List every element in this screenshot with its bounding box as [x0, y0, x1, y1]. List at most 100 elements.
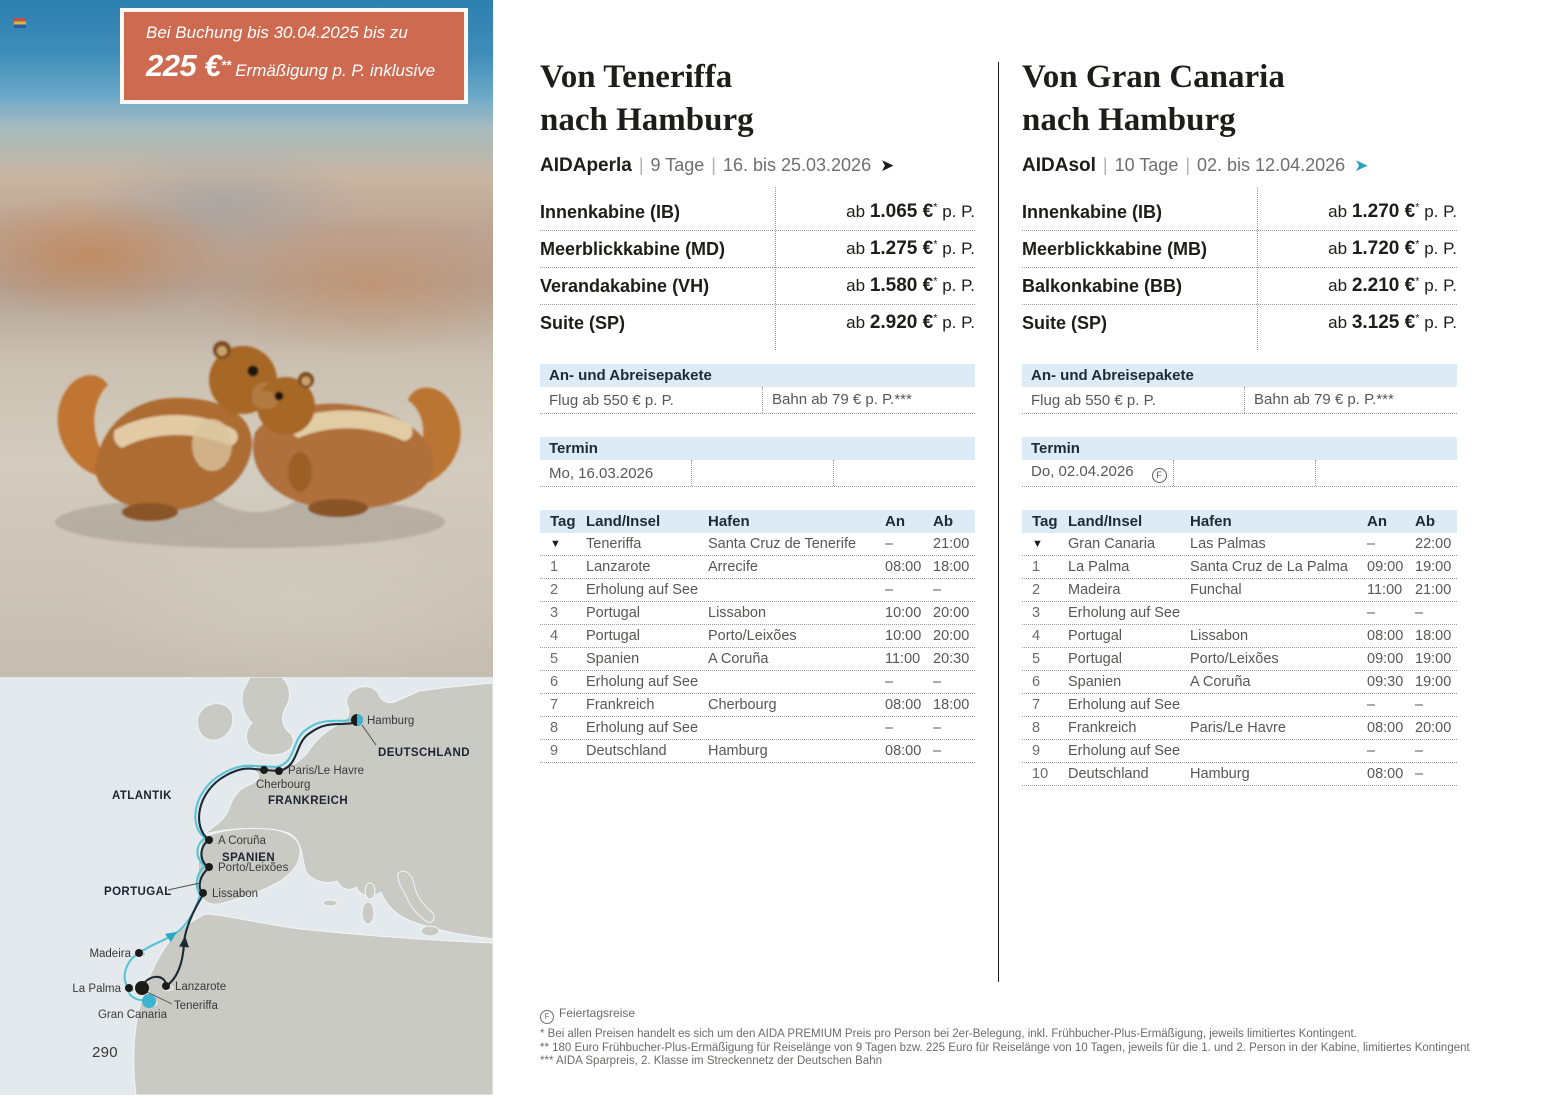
map-label-atlantik: ATLANTIK — [112, 790, 172, 802]
holiday-icon: F — [540, 1010, 554, 1024]
map-landmasses — [126, 676, 494, 1096]
port-dot-teneriffa — [135, 981, 149, 995]
map-label-gran-canaria: Gran Canaria — [98, 1009, 168, 1021]
promo-badge: Bei Buchung bis 30.04.2025 bis zu 225 €*… — [120, 8, 468, 104]
map-label-spanien: SPANIEN — [222, 852, 275, 864]
footnote-star3: *** AIDA Sparpreis, 2. Klasse im Strecke… — [540, 1055, 882, 1067]
connector-teneriffa — [146, 991, 173, 1005]
route-arrowhead-dark — [179, 936, 189, 948]
itinerary-row: 7 Erholung auf See – – — [1022, 694, 1457, 717]
itinerary-row: 1 La Palma Santa Cruz de La Palma 09:00 19:0… — [1022, 556, 1457, 579]
price-row: Suite (SP) ab 2.920 €* p. P. — [540, 304, 975, 341]
cruise-subtitle: AIDAsol | 10 Tage | 02. bis 12.04.2026 ➤ — [1022, 155, 1369, 176]
port-dot-cherbourg — [260, 766, 268, 774]
termin-date: Mo, 16.03.2026 — [549, 464, 654, 482]
map-label-lissabon: Lissabon — [212, 888, 258, 900]
route-line-aidaperla — [140, 719, 360, 990]
column-divider — [998, 62, 999, 982]
itinerary-row: 2 Madeira Funchal 11:00 21:00 — [1022, 579, 1457, 602]
page-number: 290 — [92, 1044, 118, 1061]
packages-row: Flug ab 550 € p. P. Bahn ab 79 € p. P.**… — [1022, 387, 1457, 414]
price-row: Innenkabine (IB) ab 1.270 €* p. P. — [1022, 201, 1457, 222]
route-arrowhead-teal — [165, 931, 178, 943]
itinerary-row: 7 Frankreich Cherbourg 08:00 18:00 — [540, 694, 975, 717]
itinerary-row: 6 Erholung auf See – – — [540, 671, 975, 694]
itinerary-table: Tag Land/Insel Hafen An Ab ▼ Gran Canaria Las … — [1022, 510, 1457, 786]
itinerary-row: 8 Erholung auf See – – — [540, 717, 975, 740]
itinerary-row: 2 Erholung auf See – – — [540, 579, 975, 602]
price-row: Verandakabine (VH) ab 1.580 €* p. P. — [540, 267, 975, 304]
map-label-paris-le-havre: Paris/Le Havre — [288, 765, 364, 777]
port-dot-lissabon — [199, 889, 207, 897]
port-dot-a-coruna — [205, 836, 213, 844]
port-dot-le-havre — [275, 767, 283, 775]
termin-header: Termin — [540, 437, 975, 460]
footnotes: * Bei allen Preisen handelt es sich um d… — [540, 1028, 1470, 1069]
footnote-star2: ** 180 Euro Frühbucher-Plus-Ermäßigung f… — [540, 1041, 1470, 1054]
price-row: Meerblickkabine (MD) ab 1.275 €* p. P. — [540, 230, 975, 267]
port-dot-lanzarote — [162, 982, 170, 990]
termin-row: Mo, 16.03.2026 — [540, 460, 975, 487]
termin-empty-cell — [691, 460, 833, 486]
price-table-divider — [774, 187, 776, 350]
map-label-madeira: Madeira — [89, 948, 131, 960]
termin-empty-cell — [1315, 460, 1457, 486]
itinerary-row: 5 Portugal Porto/Leixões 09:00 19:00 — [1022, 648, 1457, 671]
holiday-icon: F — [1151, 468, 1167, 483]
itinerary-body: ▼ Teneriffa Santa Cruz de Tenerife –21:00 1 L… — [540, 533, 975, 763]
port-dot-hamburg-teal-half — [357, 714, 363, 726]
map-label-porto-leixoes: Porto/Leixões — [218, 862, 289, 874]
itinerary-row: ▼ Gran Canaria Las Palmas –22:00 — [1022, 533, 1457, 556]
footnote-star1: * Bei allen Preisen handelt es sich um d… — [540, 1028, 1357, 1040]
duration: 10 Tage — [1114, 155, 1179, 175]
itinerary-row: 4 Portugal Porto/Leixões 10:00 20:00 — [540, 625, 975, 648]
itinerary-header: Tag Land/Insel Hafen An Ab — [540, 510, 975, 533]
cruise-title: Von Teneriffa nach Hamburg — [540, 59, 754, 138]
holiday-note: F Feiertagsreise — [540, 1006, 635, 1024]
rail-package: Bahn ab 79 € p. P.*** — [1244, 387, 1457, 413]
itinerary-row: 1 Lanzarote Arrecife 08:00 18:00 — [540, 556, 975, 579]
registration-mark — [14, 18, 26, 28]
map-label-deutschland: DEUTSCHLAND — [378, 747, 470, 759]
itinerary-row: 9 Deutschland Hamburg 08:00– — [540, 740, 975, 763]
route-map: Hamburg DEUTSCHLAND Paris/Le Havre Cherb… — [0, 676, 494, 1096]
port-dot-porto — [205, 863, 213, 871]
promo-line1: Bei Buchung bis 30.04.2025 bis zu — [146, 23, 408, 42]
port-dot-madeira — [135, 949, 143, 957]
itinerary-body: ▼ Gran Canaria Las Palmas –22:00 1 La Palma Sa… — [1022, 533, 1457, 786]
map-label-la-palma: La Palma — [72, 983, 121, 995]
termin-row: Do, 02.04.2026 F — [1022, 460, 1457, 487]
route-line-aidasol — [123, 716, 357, 1002]
connector-deutschland — [361, 724, 377, 746]
cruise-column-gran-canaria: Von Gran Canaria nach Hamburg AIDAsol | 10 … — [1022, 56, 1457, 786]
price-table: Innenkabine (IB) ab 1.270 €* p. P. Meerbli… — [1022, 187, 1457, 350]
cruise-column-teneriffa: Von Teneriffa nach Hamburg AIDAperla | 9 Ta… — [540, 56, 975, 763]
itinerary-row: 10 Deutschland Hamburg 08:00– — [1022, 763, 1457, 786]
itinerary-row: 3 Erholung auf See – – — [1022, 602, 1457, 625]
termin-date: Do, 02.04.2026 F — [1031, 463, 1173, 483]
map-label-portugal: PORTUGAL — [104, 886, 172, 898]
squirrel-left — [57, 341, 301, 521]
map-label-frankreich: FRANKREICH — [268, 795, 348, 807]
price-row: Balkonkabine (BB) ab 2.210 €* p. P. — [1022, 267, 1457, 304]
ship-name: AIDAsol — [1022, 155, 1096, 176]
packages-row: Flug ab 550 € p. P. Bahn ab 79 € p. P.**… — [540, 387, 975, 414]
itinerary-row: 3 Portugal Lissabon 10:00 20:00 — [540, 602, 975, 625]
itinerary-row: 5 Spanien A Coruña 11:00 20:30 — [540, 648, 975, 671]
port-dot-la-palma — [125, 984, 133, 992]
port-dot-gran-canaria — [142, 994, 156, 1008]
itinerary-row: 6 Spanien A Coruña 09:30 19:00 — [1022, 671, 1457, 694]
termin-empty-cell — [1173, 460, 1315, 486]
connector-portugal — [167, 882, 201, 891]
itinerary-row: ▼ Teneriffa Santa Cruz de Tenerife –21:00 — [540, 533, 975, 556]
arrival-packages: An- und Abreisepakete Flug ab 550 € p. P… — [540, 364, 975, 414]
map-label-teneriffa: Teneriffa — [174, 1000, 219, 1012]
dates: 02. bis 12.04.2026 — [1197, 155, 1346, 175]
itinerary-table: Tag Land/Insel Hafen An Ab ▼ Teneriffa Santa C… — [540, 510, 975, 763]
price-row: Meerblickkabine (MB) ab 1.720 €* p. P. — [1022, 230, 1457, 267]
itinerary-row: 4 Portugal Lissabon 08:00 18:00 — [1022, 625, 1457, 648]
cruise-subtitle: AIDAperla | 9 Tage | 16. bis 25.03.2026 ➤ — [540, 155, 895, 176]
ship-name: AIDAperla — [540, 155, 632, 176]
cruise-title: Von Gran Canaria nach Hamburg — [1022, 59, 1285, 138]
termin-section: Termin Do, 02.04.2026 F — [1022, 437, 1457, 487]
